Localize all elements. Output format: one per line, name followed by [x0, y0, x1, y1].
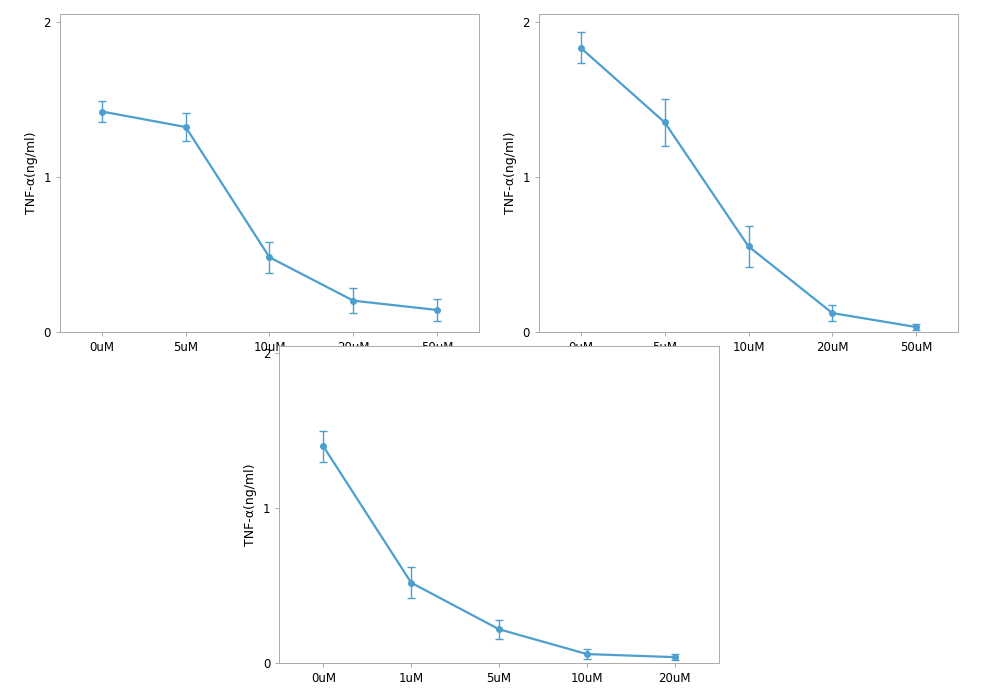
Y-axis label: TNF-α(ng/ml): TNF-α(ng/ml): [245, 463, 257, 546]
Y-axis label: TNF-α(ng/ml): TNF-α(ng/ml): [504, 131, 517, 214]
Y-axis label: TNF-α(ng/ml): TNF-α(ng/ml): [25, 131, 38, 214]
